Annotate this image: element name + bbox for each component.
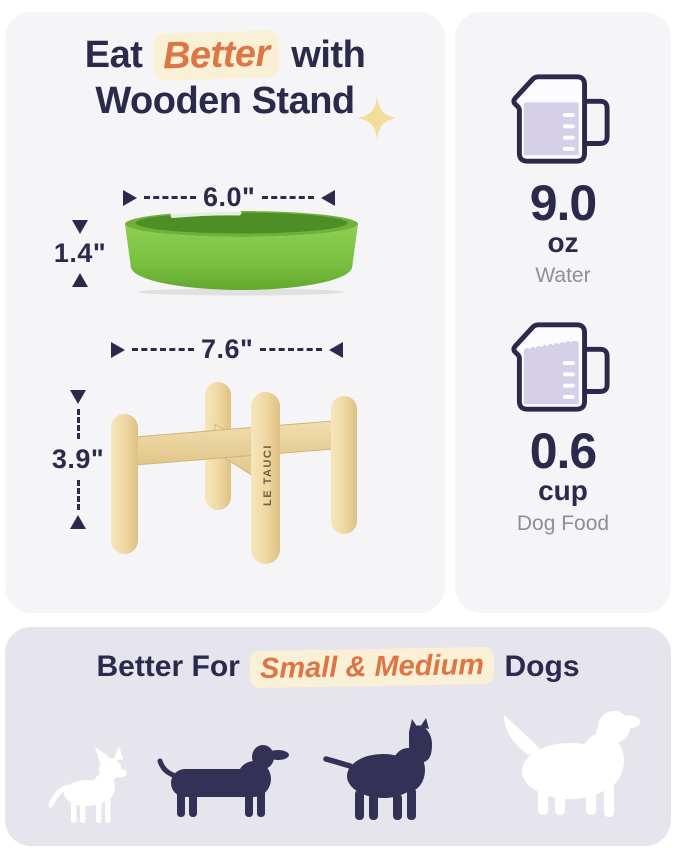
food-amount-value: 0.6 bbox=[529, 423, 598, 479]
title-post: with bbox=[291, 34, 366, 76]
size-heading-highlight: Small & Medium bbox=[249, 646, 495, 689]
dim-arrow-right-icon bbox=[123, 189, 137, 206]
stand-width-dimension: 7.6" bbox=[111, 334, 344, 365]
dim-arrow-left-icon bbox=[329, 341, 344, 358]
dim-dash-line bbox=[144, 196, 196, 199]
bull-terrier-icon bbox=[323, 718, 433, 820]
water-capacity-block: 9.0 oz Water bbox=[455, 70, 671, 288]
dim-arrow-left-icon bbox=[321, 189, 336, 206]
title-highlight: Better bbox=[153, 30, 280, 81]
dog-size-heading: Better For Small & Medium Dogs bbox=[5, 646, 671, 689]
chihuahua-icon bbox=[48, 746, 127, 823]
title-pre: Eat bbox=[84, 34, 143, 76]
measuring-cup-food-icon bbox=[511, 322, 610, 412]
brand-text: LE TAUCI bbox=[262, 444, 274, 506]
size-heading-post: Dogs bbox=[504, 650, 580, 683]
water-label: Water bbox=[535, 263, 591, 287]
stand-width-label: 7.6" bbox=[201, 334, 254, 364]
food-capacity-block: 0.6 cup Dog Food bbox=[455, 318, 671, 536]
dachshund-icon bbox=[157, 745, 289, 817]
stand-height-label: 3.9" bbox=[51, 444, 105, 474]
dim-dash-line bbox=[76, 409, 80, 439]
sparkle-icon bbox=[358, 97, 396, 139]
dim-dash-line bbox=[262, 196, 315, 199]
bowl-width-label: 6.0" bbox=[203, 182, 256, 212]
water-amount-unit: oz bbox=[547, 227, 579, 258]
green-bowl-illustration bbox=[125, 210, 358, 296]
stand-height-dimension: 3.9" bbox=[43, 390, 113, 529]
dim-arrow-up-icon bbox=[72, 273, 88, 287]
bowl-height-label: 1.4" bbox=[53, 238, 107, 268]
dim-dash-line bbox=[260, 348, 323, 351]
capacity-card: 9.0 oz Water 0.6 cup Dog Food bbox=[455, 12, 671, 613]
dim-arrow-up-icon bbox=[70, 515, 86, 529]
food-amount-unit: cup bbox=[538, 475, 588, 506]
size-heading-pre: Better For bbox=[96, 650, 240, 683]
page-title: Eat Better with Wooden Stand bbox=[5, 30, 445, 124]
title-line2: Wooden Stand bbox=[95, 79, 355, 122]
dim-dash-line bbox=[132, 348, 194, 351]
dim-arrow-down-icon bbox=[70, 390, 86, 404]
bowl-height-dimension: 1.4" bbox=[47, 220, 113, 287]
product-dimensions-card: Eat Better with Wooden Stand 6.0" 1.4" bbox=[5, 12, 445, 613]
dog-size-card: Better For Small & Medium Dogs bbox=[5, 627, 671, 846]
water-amount-value: 9.0 bbox=[529, 175, 598, 231]
dim-arrow-down-icon bbox=[72, 220, 88, 234]
bowl-width-dimension: 6.0" bbox=[123, 182, 336, 213]
food-label: Dog Food bbox=[516, 511, 610, 535]
dim-dash-line bbox=[76, 480, 80, 510]
wooden-stand-illustration: LE TAUCI bbox=[111, 382, 357, 564]
measuring-cup-water-icon bbox=[511, 74, 610, 164]
dim-arrow-right-icon bbox=[111, 341, 125, 358]
golden-retriever-icon bbox=[504, 711, 640, 817]
